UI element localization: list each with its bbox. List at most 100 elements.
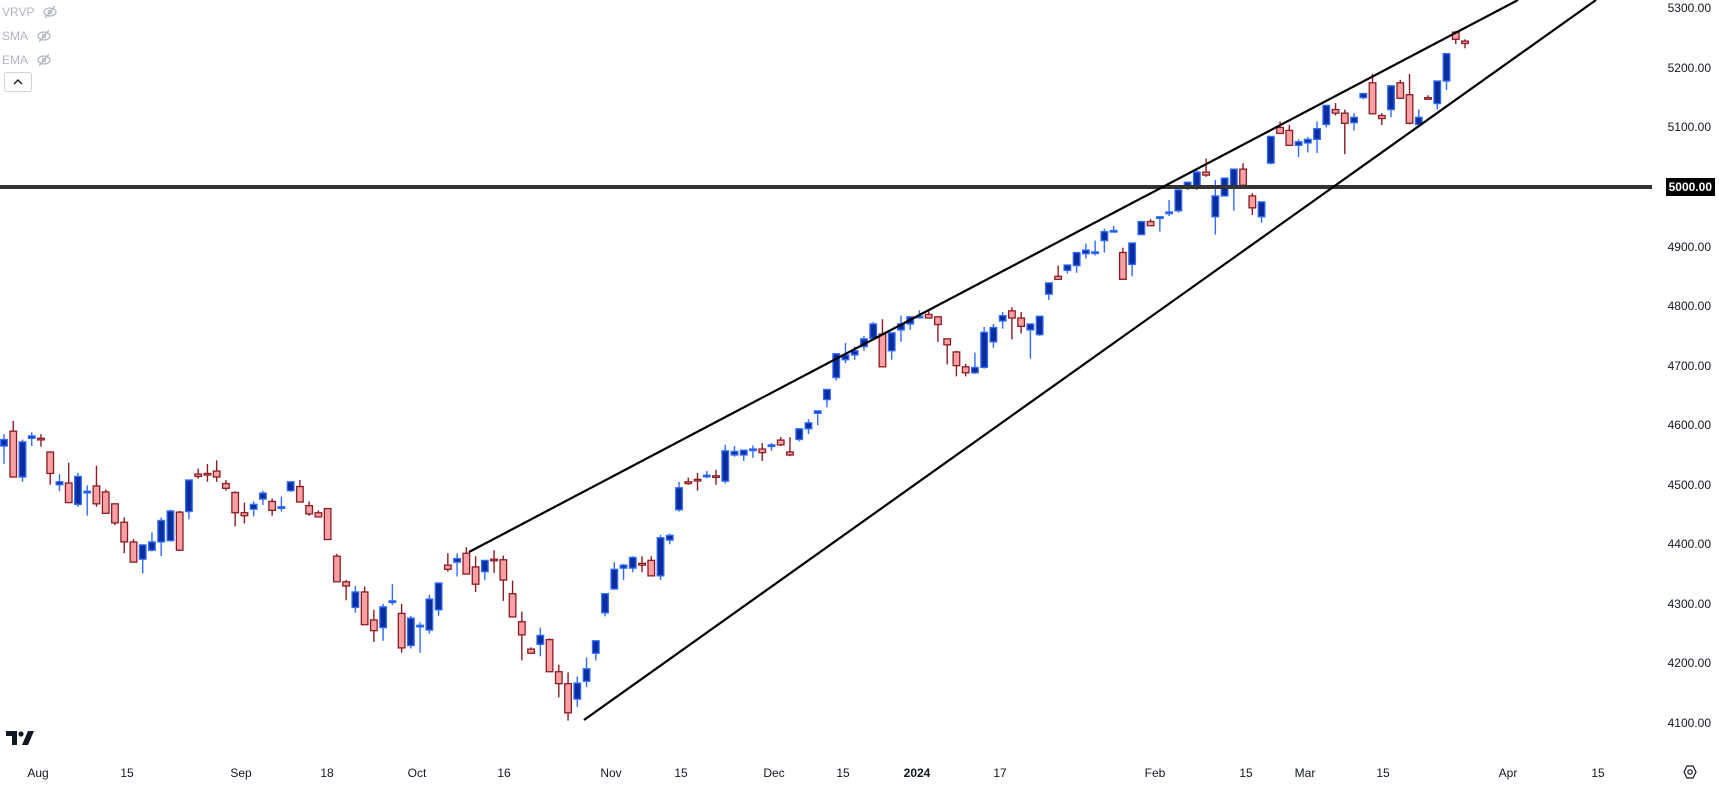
candle: [388, 600, 397, 604]
trendline-lower[interactable]: [583, 0, 1597, 721]
candle: [869, 323, 878, 339]
legend-label: VRVP: [2, 5, 35, 19]
candle: [231, 491, 240, 514]
candle: [665, 534, 674, 541]
price-label: 4900.00: [1667, 239, 1711, 254]
candle: [258, 492, 267, 500]
candle: [249, 503, 258, 510]
candle: [1017, 317, 1026, 327]
eye-crossed-icon[interactable]: [36, 28, 52, 44]
candle: [453, 557, 462, 563]
candle: [508, 593, 517, 618]
candle: [18, 441, 27, 478]
candle: [1377, 114, 1386, 120]
candle: [517, 621, 526, 636]
candle: [1405, 94, 1414, 124]
candle: [823, 388, 831, 401]
legend-item-sma[interactable]: SMA: [2, 24, 58, 48]
candle: [924, 313, 933, 319]
price-label: 4600.00: [1667, 418, 1711, 433]
candle: [591, 640, 600, 654]
candle: [702, 474, 711, 478]
candle: [943, 338, 952, 346]
candle: [240, 512, 249, 517]
candle: [268, 500, 277, 512]
candle: [157, 519, 166, 543]
time-label: 15: [1239, 766, 1253, 780]
candle: [1442, 52, 1451, 82]
candle: [0, 438, 8, 447]
trendline-upper[interactable]: [468, 0, 1519, 553]
candle: [1257, 201, 1266, 218]
candle: [64, 482, 73, 504]
candle: [490, 558, 499, 562]
candle: [1350, 116, 1358, 124]
time-label: 17: [993, 766, 1007, 780]
candle: [83, 490, 92, 494]
candle: [1091, 251, 1100, 255]
price-label: 4400.00: [1667, 537, 1711, 552]
candle: [1211, 195, 1220, 218]
candle: [480, 559, 489, 573]
candle: [1424, 97, 1432, 100]
candle: [1118, 251, 1127, 280]
candle: [212, 470, 221, 478]
candle: [647, 559, 656, 577]
settings-gear-icon[interactable]: [1682, 764, 1698, 780]
candle: [693, 478, 702, 482]
candle: [536, 634, 545, 645]
chevron-up-icon: [13, 79, 23, 85]
candle: [111, 503, 119, 524]
candle: [1387, 85, 1395, 111]
candle: [684, 481, 693, 485]
candle: [1285, 129, 1294, 146]
eye-crossed-icon[interactable]: [36, 52, 52, 68]
candle: [305, 504, 314, 515]
candle: [120, 521, 129, 543]
candle: [675, 487, 683, 511]
legend-label: EMA: [2, 53, 29, 67]
candle: [342, 581, 351, 587]
candle: [776, 439, 785, 446]
candle: [499, 559, 508, 581]
collapse-legend-button[interactable]: [4, 72, 32, 92]
candle: [314, 512, 323, 518]
candle: [221, 482, 230, 489]
candle: [933, 316, 942, 326]
time-label: 16: [497, 766, 511, 780]
candle: [1248, 195, 1257, 209]
candle: [721, 450, 730, 482]
candle: [1229, 168, 1238, 188]
legend-item-vrvp[interactable]: VRVP: [2, 0, 58, 24]
candle: [277, 506, 286, 510]
candle: [1414, 116, 1423, 126]
candle: [749, 448, 757, 452]
candle: [1155, 216, 1164, 220]
legend-label: SMA: [2, 29, 29, 43]
legend-item-ema[interactable]: EMA: [2, 48, 58, 72]
candle: [351, 591, 360, 609]
candle: [166, 510, 175, 542]
candle: [397, 612, 406, 649]
candle: [832, 353, 841, 379]
candle: [1035, 315, 1044, 336]
time-label: Sep: [230, 766, 252, 780]
candle: [628, 556, 637, 569]
candle: [887, 332, 896, 352]
candle: [564, 682, 573, 714]
candle: [813, 410, 822, 414]
candle: [379, 606, 388, 629]
candle: [27, 435, 36, 439]
candle: [1368, 82, 1377, 115]
tradingview-logo[interactable]: [6, 730, 36, 746]
candle: [1192, 171, 1201, 188]
price-label: 4700.00: [1667, 358, 1711, 373]
candle: [184, 479, 193, 513]
candle: [92, 485, 101, 505]
eye-crossed-icon[interactable]: [42, 4, 58, 20]
candle: [443, 564, 452, 570]
candle: [980, 331, 989, 369]
candle: [1174, 189, 1183, 212]
